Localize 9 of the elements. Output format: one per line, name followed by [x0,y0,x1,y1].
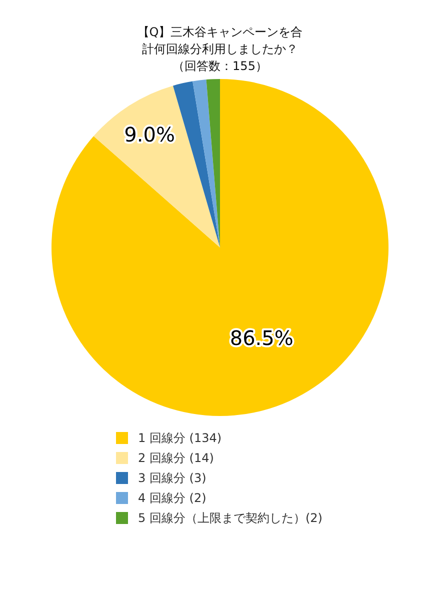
legend-label: 1 回線分 (134) [138,430,222,446]
chart-title: 【Q】三木谷キャンペーンを合計何回線分利用しましたか？ [136,24,304,58]
data-label: 9.0% [124,122,175,147]
legend-label: 3 回線分 (3) [138,470,206,486]
data-label: 86.5% [230,326,294,350]
legend-label: 4 回線分 (2) [138,490,206,506]
chart-subtitle: （回答数：155） [172,58,268,75]
legend-label: 5 回線分（上限まで契約した）(2) [138,510,322,526]
legend-label: 2 回線分 (14) [138,450,214,466]
